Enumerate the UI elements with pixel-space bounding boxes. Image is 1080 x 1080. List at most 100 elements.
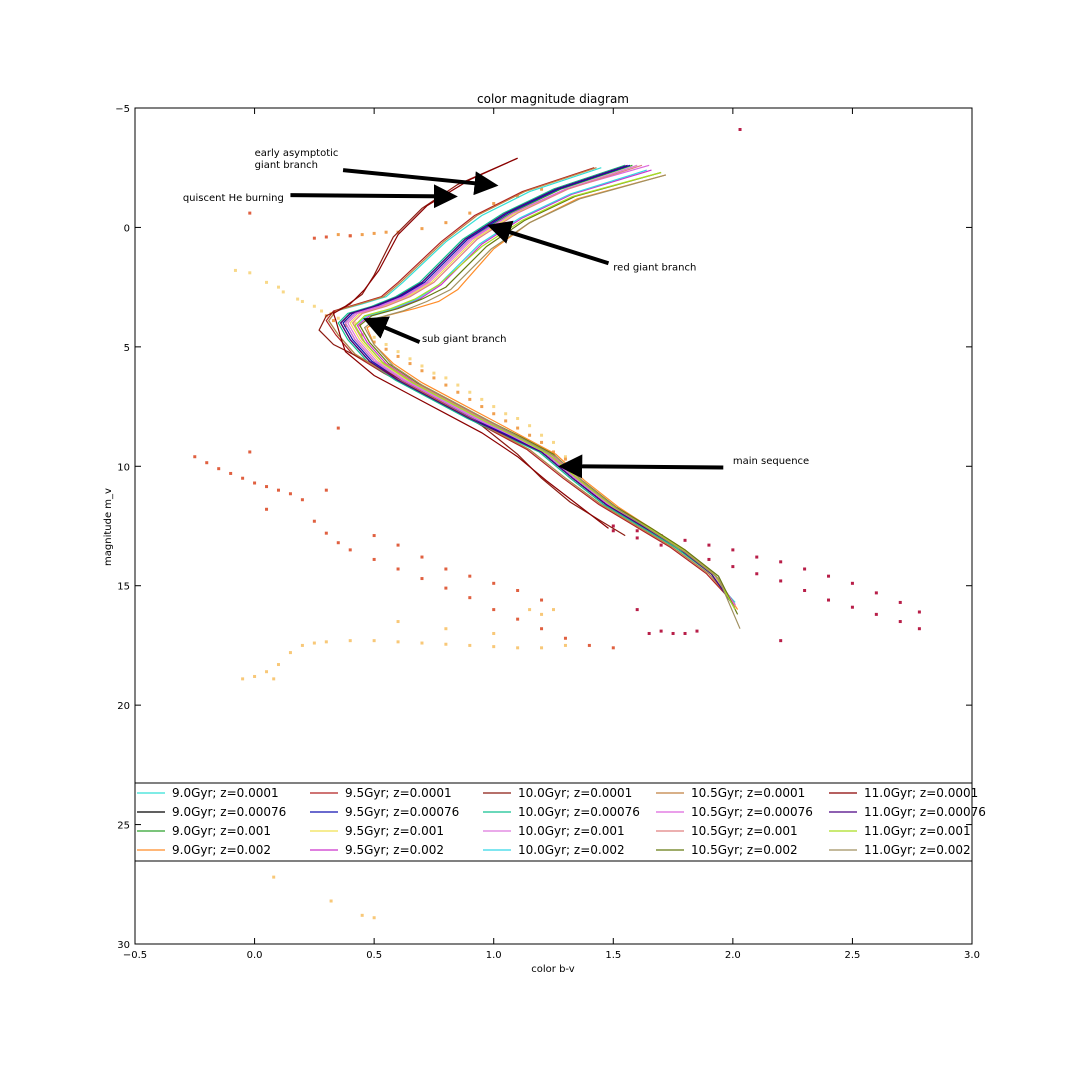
legend-item-label: 11.0Gyr; z=0.002 <box>864 843 971 857</box>
scatter-point <box>329 899 333 903</box>
scatter-point <box>456 383 460 387</box>
scatter-point <box>396 567 400 571</box>
scatter-point <box>420 369 424 373</box>
scatter-point <box>372 231 376 235</box>
scatter-point <box>253 674 257 678</box>
scatter-point <box>288 651 292 655</box>
plot-frame <box>134 107 973 945</box>
scatter-point <box>336 426 340 430</box>
legend-item-label: 10.5Gyr; z=0.002 <box>691 843 798 857</box>
scatter-point <box>516 417 520 421</box>
scatter-point <box>300 299 304 303</box>
scatter-point <box>540 187 544 191</box>
scatter-point <box>917 627 921 631</box>
scatter-point <box>444 642 448 646</box>
scatter-point <box>528 433 532 437</box>
scatter-point <box>408 357 412 361</box>
scatter-point <box>850 581 854 585</box>
scatter-point <box>348 639 352 643</box>
scatter-point <box>320 309 324 313</box>
scatter-point <box>587 643 591 647</box>
scatter-point <box>468 397 472 401</box>
annotation-arrow <box>363 316 421 344</box>
scatter-point <box>233 268 237 272</box>
scatter-point <box>563 636 567 640</box>
x-tick-label: 3.0 <box>964 950 980 961</box>
scatter-point <box>492 631 496 635</box>
scatter-point <box>312 236 316 240</box>
scatter-point <box>336 316 340 320</box>
legend-item-label: 9.0Gyr; z=0.002 <box>172 843 271 857</box>
scatter-point <box>312 519 316 523</box>
scatter-point <box>850 605 854 609</box>
scatter-point <box>779 639 783 643</box>
scatter-point <box>563 457 567 461</box>
scatter-point <box>296 297 300 301</box>
axes: −0.5 0.0 0.5 1.0 1.5 2.0 2.5 3.0 −5 0 5 10 15 20 25 30 <box>115 104 980 961</box>
scatter-point <box>384 347 388 351</box>
isochrone-line-15 <box>359 171 739 615</box>
annotation-label: sub giant branch <box>422 334 507 345</box>
scatter-point <box>324 235 328 239</box>
scatter-point <box>480 405 484 409</box>
y-tick-label: −5 <box>115 104 130 115</box>
x-tick-label: 2.0 <box>725 950 741 961</box>
isochrone-line-12 <box>327 167 734 603</box>
x-tick-label: 1.5 <box>605 950 621 961</box>
scatter-point <box>635 536 639 540</box>
scatter-point <box>372 335 376 339</box>
x-tick-label: 0.0 <box>247 950 263 961</box>
scatter-point <box>384 342 388 346</box>
scatter-point <box>444 376 448 380</box>
scatter-point <box>635 529 639 533</box>
scatter-point <box>827 574 831 578</box>
scatter-point <box>241 677 245 681</box>
scatter-point <box>516 588 520 592</box>
legend-item-label: 11.0Gyr; z=0.001 <box>864 824 971 838</box>
scatter-point <box>611 529 615 533</box>
annotation-label: main sequence <box>733 456 809 467</box>
scatter-point <box>444 627 448 631</box>
chart-title: color magnitude diagram <box>477 92 629 106</box>
scatter-point <box>695 629 699 633</box>
scatter-point <box>647 631 651 635</box>
scatter-point <box>516 617 520 621</box>
scatter-point <box>552 608 555 612</box>
isochrone-lines-layer <box>318 157 741 629</box>
scatter-point <box>336 233 340 237</box>
scatter-point <box>360 913 364 917</box>
scatter-point <box>492 202 496 206</box>
scatter-point <box>229 471 233 475</box>
scatter-point <box>193 455 197 459</box>
scatter-point <box>372 916 376 920</box>
scatter-point <box>492 608 496 612</box>
scatter-point <box>468 643 472 647</box>
scatter-point <box>552 440 555 444</box>
scatter-point <box>444 567 448 571</box>
scatter-point <box>281 290 285 294</box>
scatter-point <box>659 543 663 547</box>
y-tick-label: 20 <box>117 701 130 712</box>
scatter-point <box>731 548 735 552</box>
scatter-point <box>396 640 400 644</box>
scatter-point <box>468 211 472 215</box>
scatter-point <box>248 211 252 215</box>
legend-item-label: 10.0Gyr; z=0.001 <box>518 824 625 838</box>
isochrone-line-17 <box>339 164 734 606</box>
scatter-point <box>468 574 472 578</box>
scatter-point <box>683 538 687 542</box>
scatter-point <box>420 227 424 231</box>
scatter-point <box>874 591 878 595</box>
scatter-point <box>420 641 424 645</box>
y-tick-label: 5 <box>124 343 130 354</box>
scatter-point <box>272 677 276 681</box>
scatter-point <box>504 412 508 416</box>
scatter-point <box>348 234 352 238</box>
scatter-point <box>540 433 544 437</box>
scatter-point <box>492 405 496 409</box>
scatter-point <box>779 560 783 564</box>
scatter-point <box>265 670 269 674</box>
scatter-point <box>312 641 316 645</box>
